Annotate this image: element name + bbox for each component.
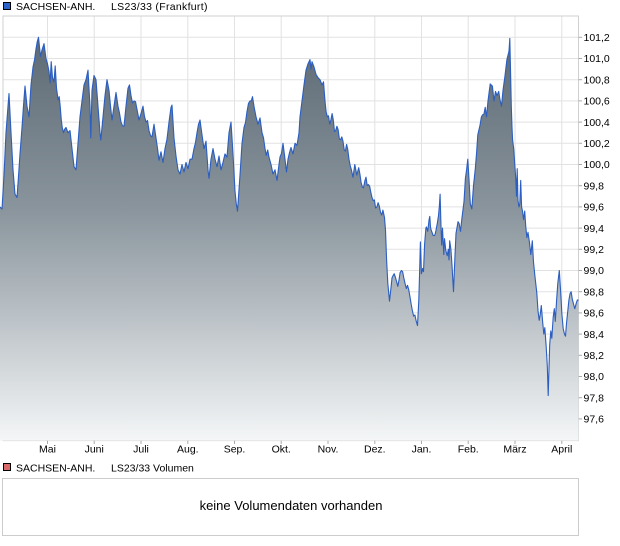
svg-text:100,6: 100,6 <box>584 96 610 108</box>
svg-text:98,0: 98,0 <box>584 371 605 383</box>
svg-text:März: März <box>503 444 526 456</box>
svg-text:101,2: 101,2 <box>584 32 610 44</box>
svg-text:SACHSEN-ANH.: SACHSEN-ANH. <box>16 1 95 13</box>
svg-text:Feb.: Feb. <box>458 444 479 456</box>
svg-text:Sep.: Sep. <box>224 444 246 456</box>
svg-text:98,4: 98,4 <box>584 329 605 341</box>
svg-text:99,0: 99,0 <box>584 265 605 277</box>
svg-text:98,8: 98,8 <box>584 286 605 298</box>
svg-text:100,4: 100,4 <box>584 117 610 129</box>
svg-text:100,0: 100,0 <box>584 159 610 171</box>
svg-text:101,0: 101,0 <box>584 53 610 65</box>
svg-text:97,6: 97,6 <box>584 414 605 426</box>
svg-text:LS23/33 Volumen: LS23/33 Volumen <box>111 463 194 475</box>
svg-text:Okt.: Okt. <box>272 444 291 456</box>
svg-text:99,4: 99,4 <box>584 223 605 235</box>
svg-text:100,8: 100,8 <box>584 74 610 86</box>
svg-text:98,2: 98,2 <box>584 350 605 362</box>
svg-text:99,8: 99,8 <box>584 180 605 192</box>
svg-text:Nov.: Nov. <box>318 444 339 456</box>
svg-text:Mai: Mai <box>39 444 56 456</box>
svg-text:SACHSEN-ANH.: SACHSEN-ANH. <box>16 463 95 475</box>
svg-text:Dez.: Dez. <box>364 444 386 456</box>
svg-text:Juli: Juli <box>133 444 149 456</box>
svg-text:LS23/33 (Frankfurt): LS23/33 (Frankfurt) <box>111 1 208 13</box>
svg-text:97,8: 97,8 <box>584 392 605 404</box>
svg-text:99,6: 99,6 <box>584 202 605 214</box>
svg-text:April: April <box>551 444 572 456</box>
svg-text:Jan.: Jan. <box>412 444 432 456</box>
svg-text:Juni: Juni <box>85 444 104 456</box>
svg-text:Aug.: Aug. <box>177 444 199 456</box>
svg-text:keine Volumendaten vorhanden: keine Volumendaten vorhanden <box>200 498 383 513</box>
svg-text:98,6: 98,6 <box>584 308 605 320</box>
svg-text:99,2: 99,2 <box>584 244 605 256</box>
svg-text:100,2: 100,2 <box>584 138 610 150</box>
